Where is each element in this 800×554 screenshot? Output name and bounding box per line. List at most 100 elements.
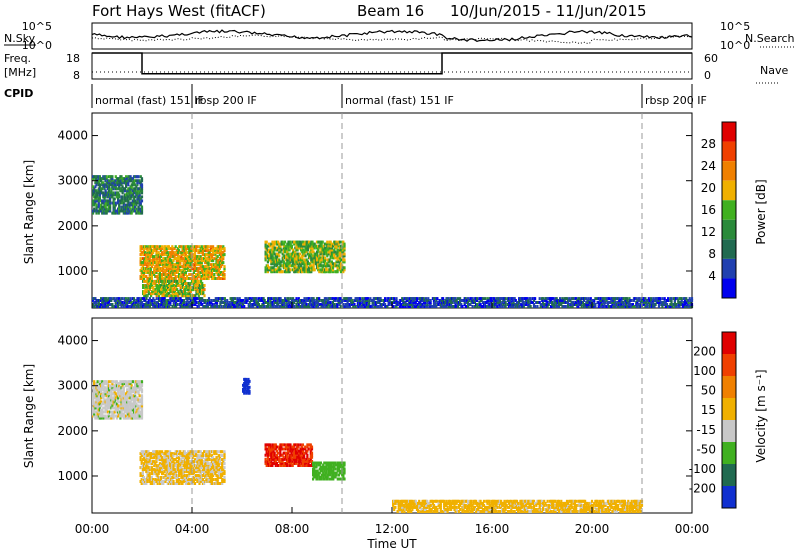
- power-cell: [171, 305, 174, 308]
- power-cell: [527, 299, 530, 302]
- power-cell: [384, 303, 387, 306]
- power-cell: [114, 193, 117, 197]
- power-cell: [586, 301, 589, 304]
- velocity-cell: [169, 472, 172, 476]
- power-cell: [217, 245, 220, 249]
- power-cell: [166, 255, 169, 259]
- power-cell: [335, 264, 338, 268]
- power-cell: [143, 297, 146, 301]
- power-cell: [184, 277, 187, 280]
- velocity-cell: [134, 388, 137, 392]
- power-cell: [452, 297, 455, 301]
- power-cell: [177, 284, 180, 287]
- velocity-cell: [113, 400, 116, 404]
- power-cell: [418, 301, 421, 304]
- power-grid: [191, 113, 643, 308]
- power-cell: [348, 303, 351, 306]
- power-cell: [498, 297, 501, 301]
- velocity-cell: [100, 416, 103, 420]
- power-cell: [623, 305, 626, 308]
- power-cell: [112, 191, 115, 195]
- power-cell: [270, 254, 273, 258]
- velocity-cell: [127, 406, 130, 410]
- power-cell: [207, 265, 210, 269]
- velocity-cell: [127, 382, 130, 386]
- power-cell: [380, 299, 383, 302]
- power-cell: [197, 294, 200, 298]
- power-cell: [155, 290, 158, 294]
- power-cell: [175, 263, 178, 267]
- power-cell: [195, 273, 198, 276]
- power-cell: [140, 253, 143, 257]
- velocity-cell: [122, 392, 125, 396]
- power-cell: [589, 299, 592, 302]
- power-cell: [164, 259, 167, 263]
- velocity-cell: [158, 458, 161, 462]
- velocity-cell: [150, 482, 153, 485]
- power-cell: [267, 244, 271, 248]
- power-cell: [575, 297, 578, 301]
- power-cell: [285, 266, 288, 270]
- power-cell: [136, 191, 139, 195]
- velocity-cell: [155, 460, 158, 464]
- power-cell: [620, 303, 623, 306]
- power-cell: [152, 297, 155, 301]
- power-cell: [504, 305, 507, 308]
- power-cell: [118, 181, 121, 185]
- power-cell: [193, 284, 196, 287]
- power-cell: [93, 305, 96, 308]
- power-cell: [209, 263, 212, 267]
- velocity-cell: [102, 388, 105, 392]
- velocity-cell: [93, 382, 96, 386]
- power-cell: [319, 262, 322, 266]
- power-cell: [145, 247, 148, 251]
- power-cell: [191, 275, 194, 278]
- power-cell: [121, 301, 124, 304]
- power-cell: [663, 297, 666, 301]
- power-cell: [294, 260, 297, 264]
- power-cell: [139, 189, 142, 193]
- power-cell: [247, 303, 250, 306]
- power-cell: [165, 269, 168, 272]
- velocity-cell: [119, 416, 122, 420]
- velocity-cell: [118, 404, 121, 408]
- velocity-cell: [171, 458, 174, 462]
- power-cell: [175, 249, 178, 253]
- power-cell: [215, 257, 218, 261]
- power-cell: [200, 263, 203, 267]
- power-cell: [301, 250, 304, 254]
- velocity-cell: [135, 380, 138, 384]
- velocity-cell: [111, 412, 114, 416]
- power-cell: [525, 303, 528, 306]
- power-cell: [147, 253, 150, 257]
- power-cell: [643, 297, 646, 301]
- velocity-cell: [171, 460, 174, 464]
- power-cell: [476, 297, 479, 301]
- power-cell: [160, 303, 163, 306]
- power-cell: [639, 303, 642, 306]
- velocity-cell: [118, 394, 121, 398]
- power-cell: [522, 305, 525, 308]
- power-cell: [273, 260, 276, 264]
- power-cell: [166, 261, 169, 265]
- velocity-cell: [93, 380, 96, 384]
- velocity-cell: [136, 390, 139, 394]
- velocity-cell: [153, 460, 156, 464]
- power-cell: [96, 205, 99, 209]
- power-cell: [222, 305, 225, 308]
- velocity-cell: [157, 456, 160, 460]
- velocity-cell: [156, 482, 159, 485]
- velocity-cell: [164, 478, 167, 481]
- power-cell: [171, 253, 174, 257]
- power-cell: [422, 297, 425, 301]
- power-cell: [242, 303, 245, 306]
- velocity-cell: [171, 482, 174, 485]
- power-cell: [343, 246, 346, 250]
- power-cell: [168, 301, 171, 304]
- power-cell: [102, 301, 105, 304]
- power-cell: [567, 303, 570, 306]
- power-cell: [273, 262, 276, 266]
- power-cell: [184, 245, 187, 249]
- power-cell: [168, 279, 171, 283]
- power-cell: [196, 269, 199, 272]
